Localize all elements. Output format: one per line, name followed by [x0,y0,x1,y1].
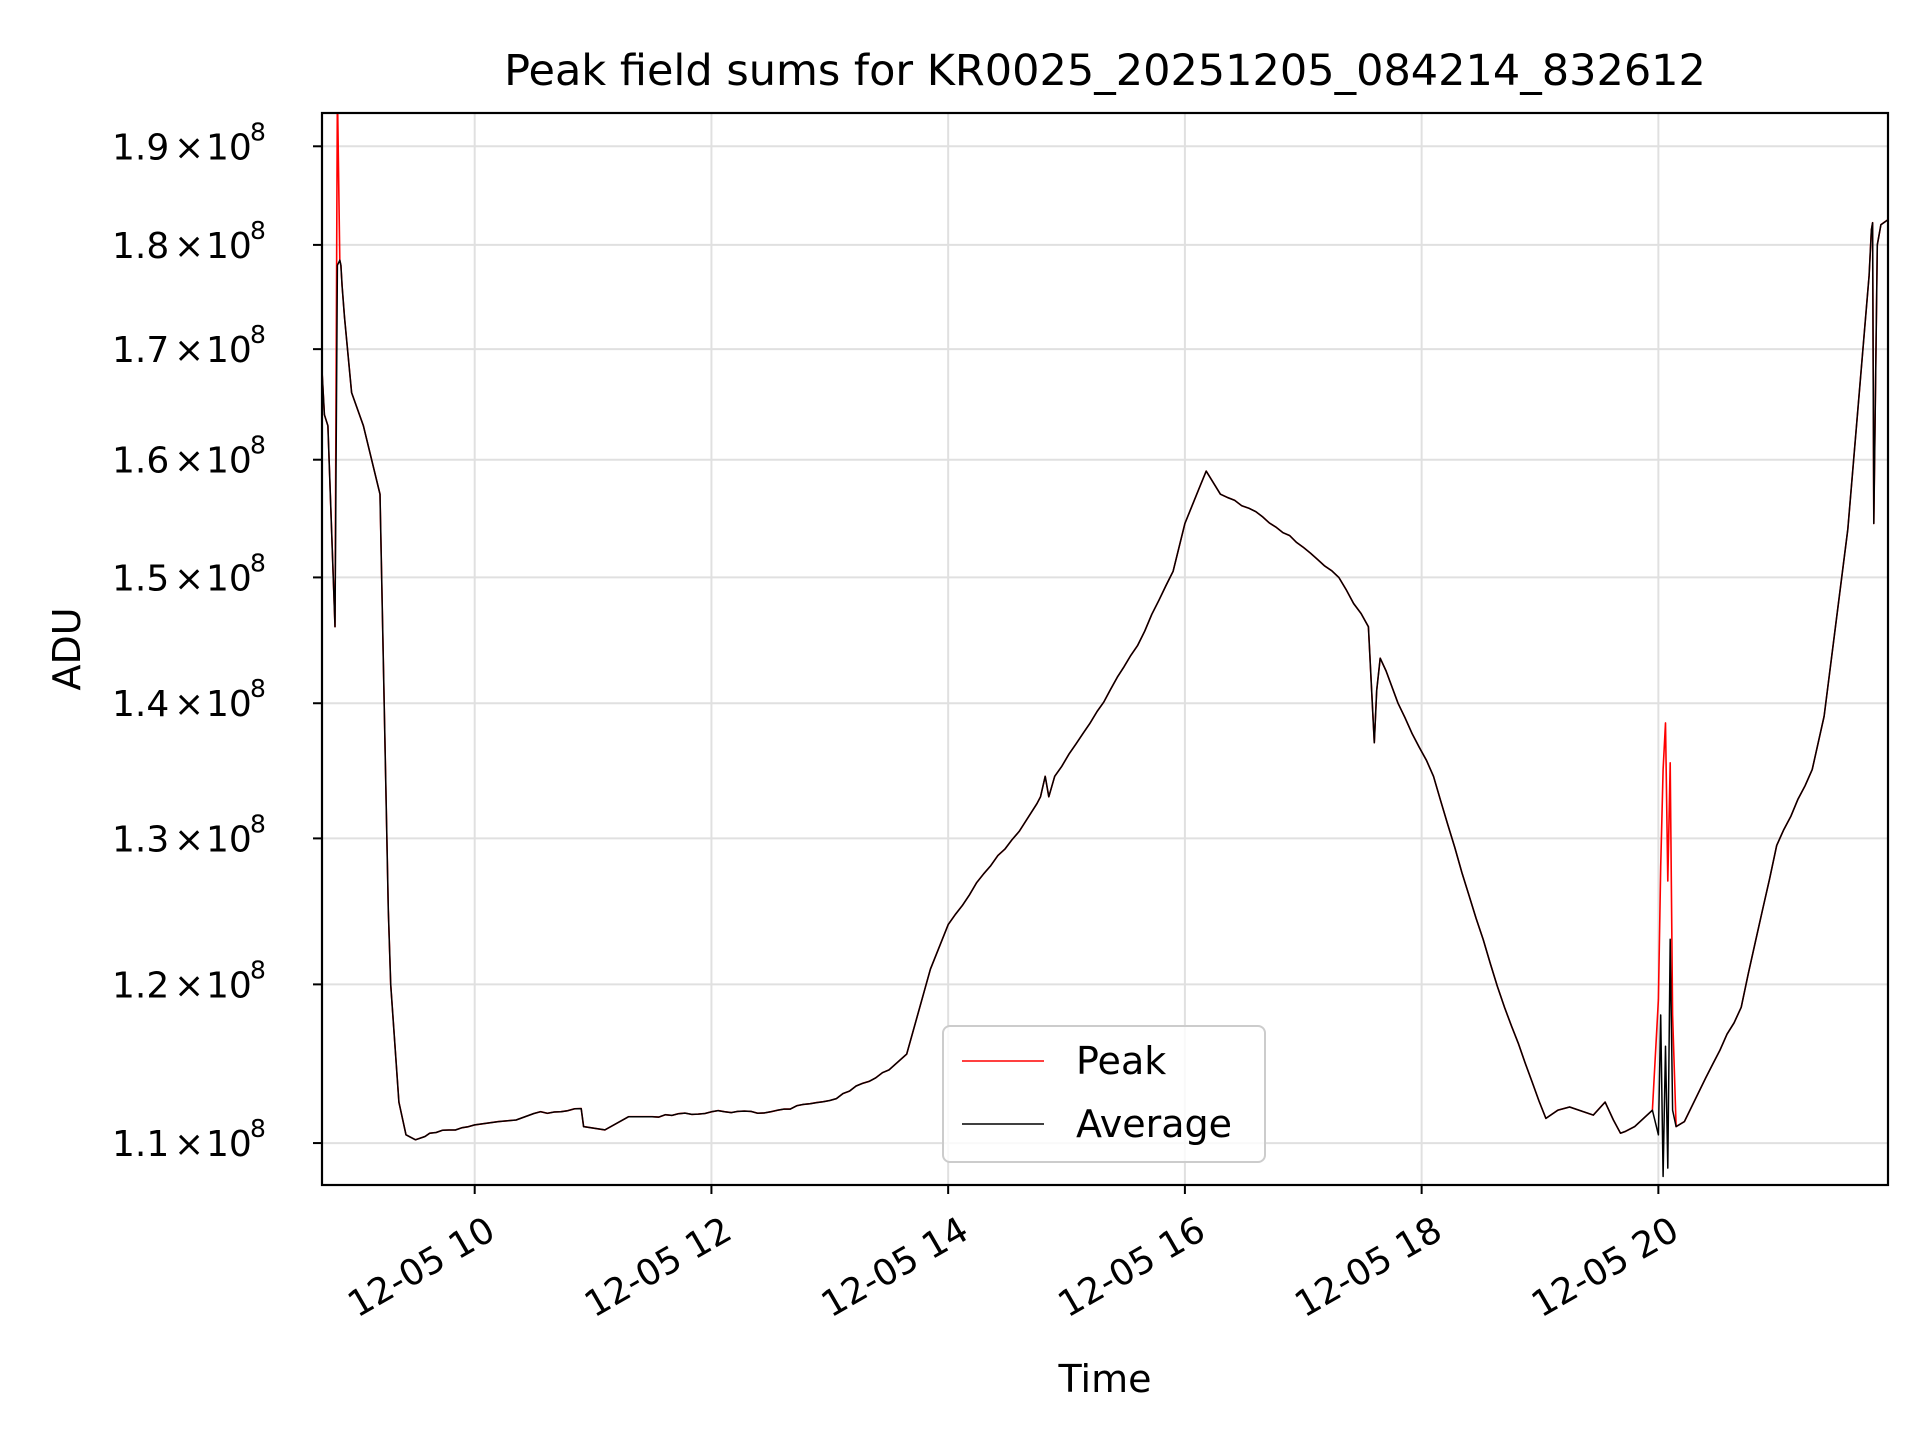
y-tick-label: 1.5 × 108 [112,548,266,599]
y-tick-times: × [174,330,204,371]
y-tick-base: 10 [206,965,252,1006]
y-tick-times: × [174,558,204,599]
series-line-average [322,219,1888,1178]
y-tick-exponent: 8 [250,1114,266,1143]
legend-label-average: Average [1076,1102,1232,1146]
plot-frame [320,111,1890,1187]
legend-box [942,1025,1266,1163]
y-tick-base: 10 [206,226,252,267]
y-tick-base: 10 [206,441,252,482]
y-tick-label: 1.9 × 108 [112,117,266,168]
y-axis-label: ADU [45,607,89,690]
chart-title: Peak field sums for KR0025_20251205_0842… [504,46,1706,96]
y-tick-mantissa: 1.5 [112,558,169,599]
y-tick-base: 10 [206,684,252,725]
y-tick-mantissa: 1.3 [112,819,169,860]
y-tick-label: 1.8 × 108 [112,216,266,267]
y-tick-exponent: 8 [250,320,266,349]
y-tick-label: 1.7 × 108 [112,320,266,371]
y-tick-exponent: 8 [250,809,266,838]
y-tick-mantissa: 1.9 [112,127,169,168]
y-tick-times: × [174,226,204,267]
y-tick-base: 10 [206,819,252,860]
y-tick-exponent: 8 [250,216,266,245]
y-tick-mantissa: 1.8 [112,226,169,267]
legend: Peak Average [942,1025,1266,1163]
y-tick-label: 1.6 × 108 [112,431,266,482]
y-tick-times: × [174,127,204,168]
y-tick-times: × [174,1124,204,1165]
y-tick-times: × [174,819,204,860]
y-tick-mantissa: 1.7 [112,330,169,371]
y-tick-label: 1.1 × 108 [112,1114,266,1165]
y-tick-exponent: 8 [250,955,266,984]
y-tick-mantissa: 1.6 [112,441,169,482]
y-tick-base: 10 [206,1124,252,1165]
y-tick-label: 1.2 × 108 [112,955,266,1006]
y-tick-base: 10 [206,127,252,168]
plot-series [322,113,1888,1178]
y-tick-exponent: 8 [250,548,266,577]
y-tick-base: 10 [206,330,252,371]
y-tick-mantissa: 1.2 [112,965,169,1006]
y-tick-exponent: 8 [250,431,266,460]
y-tick-mantissa: 1.1 [112,1124,169,1165]
y-tick-label: 1.3 × 108 [112,809,266,860]
y-tick-mantissa: 1.4 [112,684,169,725]
y-tick-times: × [174,965,204,1006]
y-tick-base: 10 [206,558,252,599]
legend-label-peak: Peak [1076,1039,1166,1083]
y-tick-exponent: 8 [250,674,266,703]
y-tick-exponent: 8 [250,117,266,146]
y-tick-label: 1.4 × 108 [112,674,266,725]
grid [322,113,1888,1185]
y-tick-times: × [174,441,204,482]
x-axis-label: Time [1058,1357,1152,1401]
y-tick-times: × [174,684,204,725]
